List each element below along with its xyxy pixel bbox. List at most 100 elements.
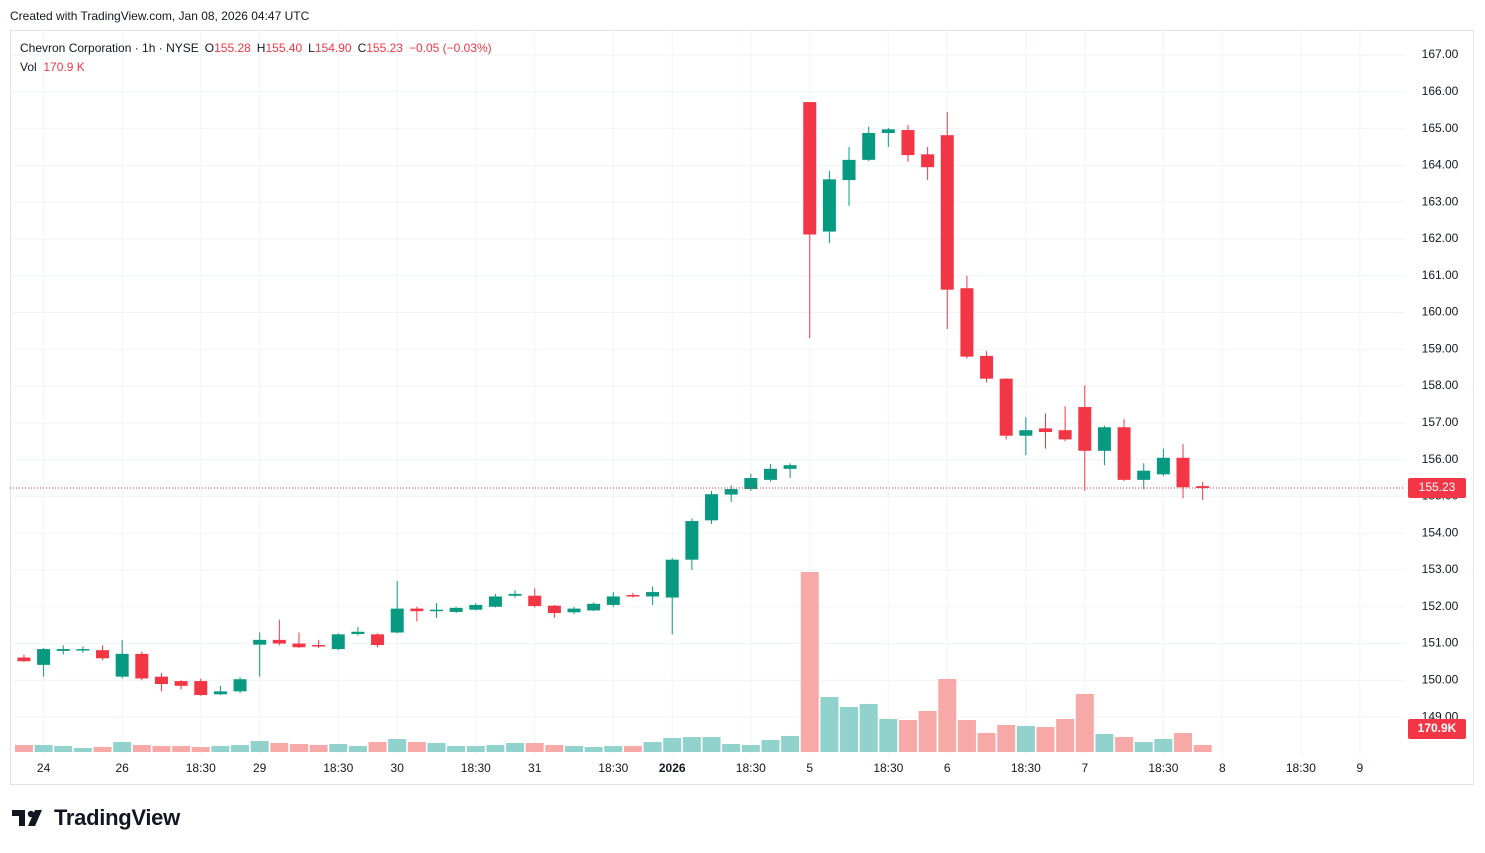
candle-body: [646, 592, 660, 597]
volume-bar: [486, 744, 505, 752]
volume-bar: [270, 742, 289, 752]
volume-bar: [407, 742, 426, 752]
x-tick-label: 31: [528, 761, 542, 775]
candle-body: [469, 604, 483, 610]
candle-body: [960, 288, 974, 357]
candle-body: [351, 631, 365, 634]
volume-bar: [623, 746, 642, 752]
candle-body: [724, 489, 738, 495]
ohlc-value: 155.23: [366, 41, 403, 55]
candle-body: [626, 594, 640, 597]
volume-bar: [525, 742, 544, 752]
candle-body: [96, 650, 110, 659]
candle-body: [429, 609, 443, 612]
y-tick-label: 152.00: [1422, 599, 1459, 613]
y-tick-label: 158.00: [1422, 378, 1459, 392]
brand-name: TradingView: [54, 805, 180, 830]
candle-body: [1097, 427, 1111, 451]
candle-body: [705, 494, 719, 521]
volume-bar: [309, 744, 328, 752]
y-tick-label: 159.00: [1422, 341, 1459, 355]
volume-bar: [172, 746, 191, 752]
y-tick-label: 163.00: [1422, 194, 1459, 208]
volume-value: 170.9 K: [43, 60, 85, 74]
y-tick-label: 165.00: [1422, 121, 1459, 135]
volume-bar: [93, 747, 112, 752]
change-value: −0.05 (−0.03%): [408, 41, 492, 55]
candle-body: [803, 102, 817, 235]
brand-logo: [12, 810, 42, 826]
volume-bar: [289, 744, 308, 752]
candle-body: [606, 596, 620, 605]
x-tick-label: 30: [391, 761, 405, 775]
volume-bar: [565, 746, 584, 752]
candle-body: [1137, 470, 1151, 480]
last-price-label: 155.23: [1419, 480, 1456, 494]
legend: Chevron Corporation · 1h · NYSE O155.28 H1…: [20, 39, 498, 77]
candle-body: [744, 478, 758, 490]
candle-body: [980, 355, 994, 379]
volume-bar: [722, 744, 741, 752]
volume-bar: [938, 679, 957, 752]
y-tick-label: 162.00: [1422, 231, 1459, 245]
volume-bar: [447, 746, 466, 752]
candle-body: [17, 657, 31, 662]
candle-body: [371, 634, 385, 646]
volume-bar: [113, 742, 132, 752]
candle-body: [783, 465, 797, 469]
candle-body: [56, 649, 70, 651]
volume-bar: [152, 746, 171, 752]
candle-body: [999, 378, 1013, 436]
y-tick-label: 154.00: [1422, 525, 1459, 539]
x-tick-label: 18:30: [323, 761, 353, 775]
volume-bar: [427, 742, 446, 752]
candle-body: [547, 605, 561, 614]
legend-title: Chevron Corporation · 1h · NYSE: [20, 41, 199, 55]
ohlc-key: O: [204, 41, 215, 55]
candle-body: [312, 645, 326, 647]
volume-bar: [545, 744, 564, 752]
x-tick-label: 18:30: [1286, 761, 1316, 775]
candle-body: [76, 649, 90, 651]
x-tick-label: 8: [1219, 761, 1226, 775]
volume-bar: [702, 737, 721, 752]
candle-body: [822, 179, 836, 232]
volume-bar: [1056, 718, 1075, 752]
candle-body: [233, 679, 247, 692]
x-tick-label: 7: [1081, 761, 1088, 775]
volume-bar: [879, 718, 898, 752]
ohlc-value: 155.28: [214, 41, 251, 55]
volume-bar: [997, 725, 1016, 752]
candle-body: [272, 639, 286, 644]
y-tick-label: 164.00: [1422, 158, 1459, 172]
volume-bar: [132, 744, 151, 752]
candle-body: [842, 159, 856, 181]
volume-bar: [1154, 739, 1173, 752]
x-tick-label: 6: [944, 761, 951, 775]
y-tick-label: 166.00: [1422, 84, 1459, 98]
volume-bar: [329, 744, 348, 752]
candle-body: [685, 521, 699, 560]
candle-body: [1196, 486, 1210, 488]
volume-bar: [1095, 734, 1114, 752]
ohlc-value: 155.40: [265, 41, 303, 55]
x-tick-label: 5: [806, 761, 813, 775]
candle-body: [665, 559, 679, 598]
candle-body: [901, 130, 915, 156]
candle-body: [253, 639, 267, 645]
x-tick-label: 18:30: [1011, 761, 1041, 775]
volume-bar: [14, 744, 33, 752]
last-price-tag: [1408, 477, 1466, 498]
candle-body: [921, 154, 935, 168]
y-tick-label: 161.00: [1422, 268, 1459, 282]
volume-bar: [800, 572, 819, 752]
y-tick-label: 150.00: [1422, 673, 1459, 687]
ohlc-key: L: [308, 41, 315, 55]
volume-bar: [741, 744, 760, 752]
candle-body: [449, 607, 463, 612]
volume-bar: [820, 696, 839, 752]
volume-bar: [1134, 742, 1153, 752]
volume-key: Vol: [20, 60, 37, 74]
volume-bar: [348, 746, 367, 752]
